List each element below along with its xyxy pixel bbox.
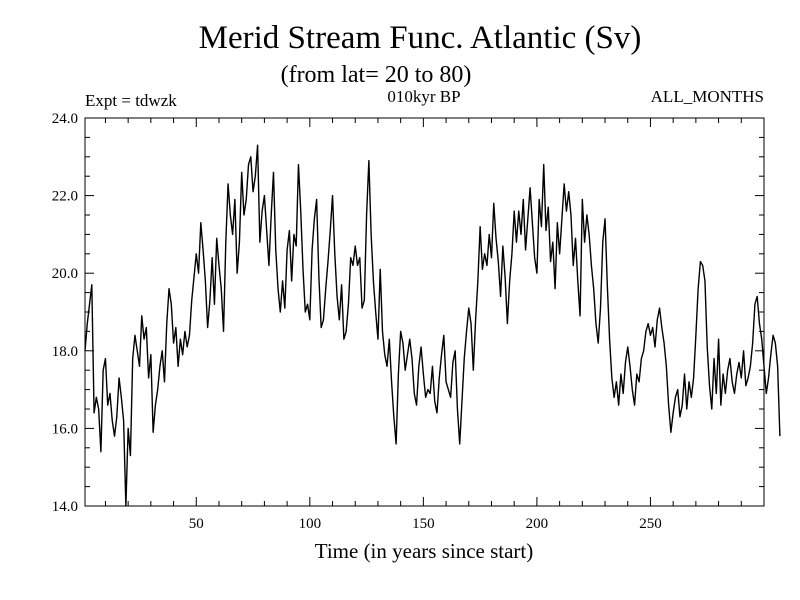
chart-title: Merid Stream Func. Atlantic (Sv) [199, 20, 642, 56]
series-line [84, 144, 781, 507]
x-tick-label: 150 [412, 516, 435, 532]
y-tick-label: 16.0 [52, 421, 78, 437]
y-tick-label: 20.0 [52, 266, 78, 282]
months-label: ALL_MONTHS [651, 87, 764, 106]
chart-subtitle: (from lat= 20 to 80) [281, 62, 472, 88]
y-tick-label: 14.0 [52, 499, 78, 515]
experiment-label: Expt = tdwzk [85, 91, 177, 110]
x-tick-label: 250 [639, 516, 662, 532]
x-tick-label: 50 [189, 516, 204, 532]
x-tick-label: 100 [299, 516, 322, 532]
y-tick-label: 24.0 [52, 111, 78, 127]
x-tick-label: 200 [526, 516, 549, 532]
y-tick-label: 18.0 [52, 344, 78, 360]
period-label: 010kyr BP [387, 87, 460, 106]
x-axis-label: Time (in years since start) [315, 539, 534, 563]
y-tick-label: 22.0 [52, 189, 78, 205]
plot-area: 50 100 150 200 250 14.0 16.0 18.0 20.0 22.0 24.0 [52, 111, 781, 532]
